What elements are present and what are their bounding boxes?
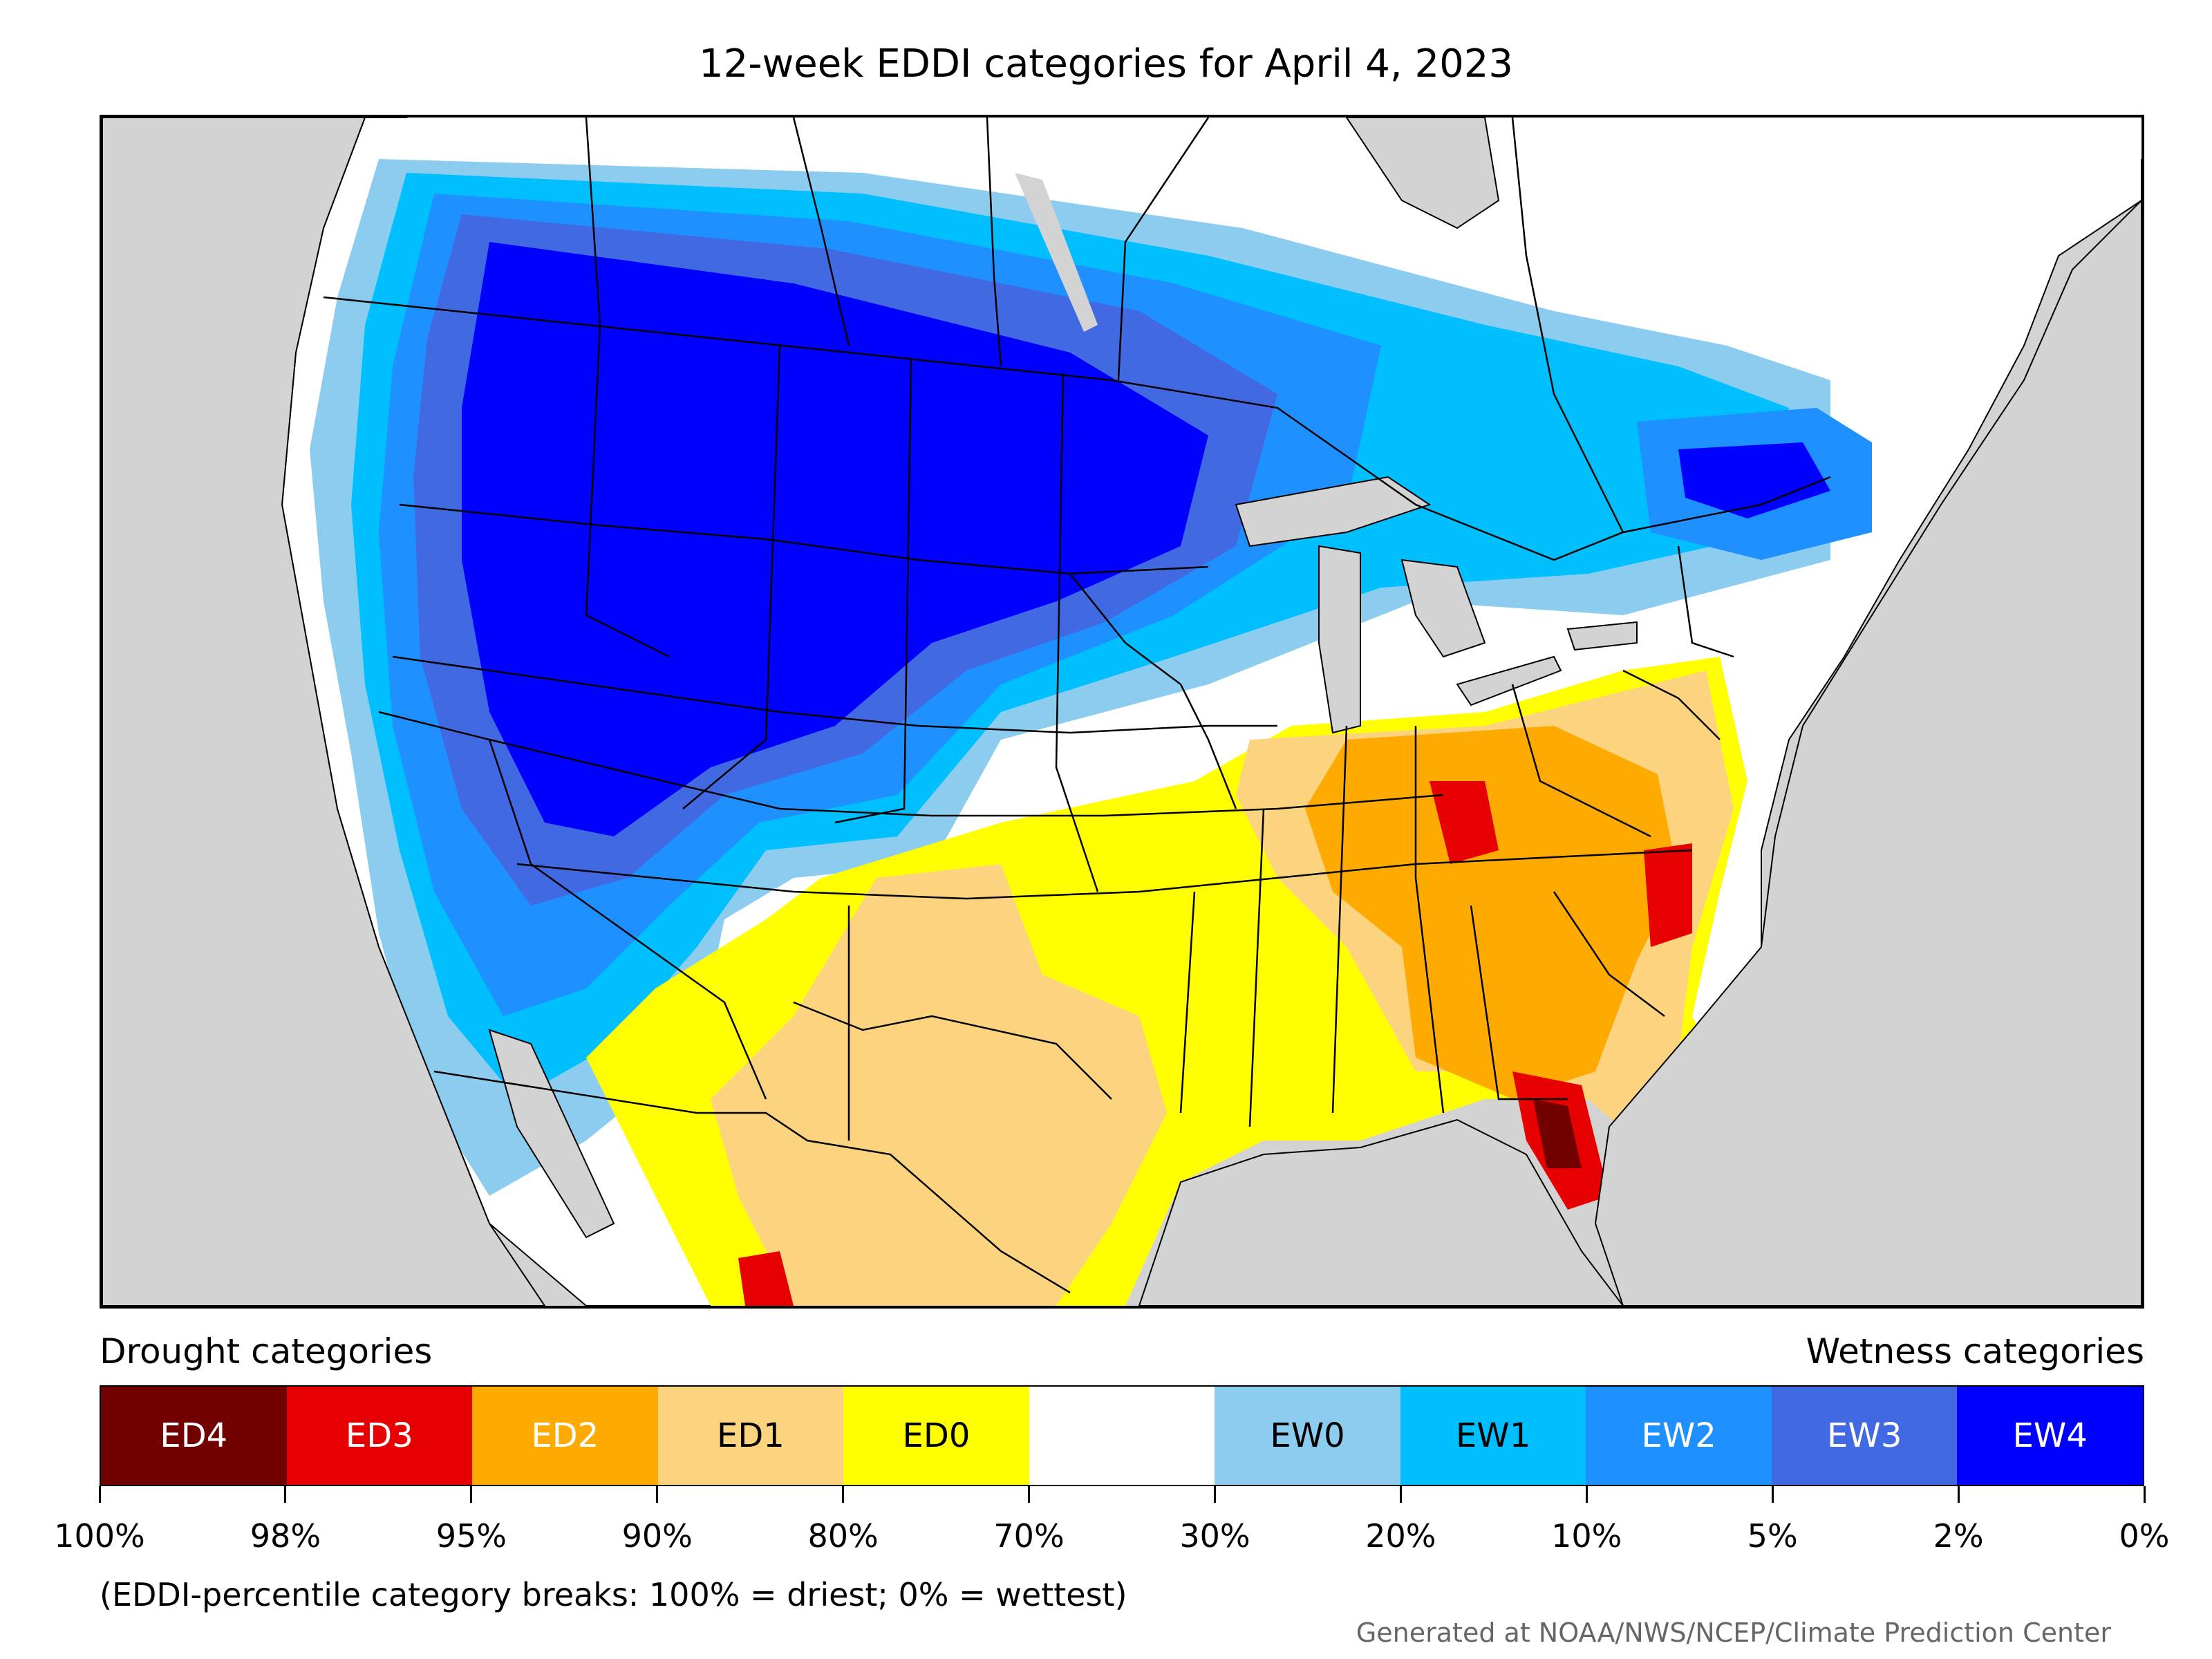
- legend-box-ew1: EW1: [1400, 1387, 1586, 1485]
- legend-tick-label: 70%: [993, 1517, 1065, 1555]
- legend-tick-label: 10%: [1551, 1517, 1622, 1555]
- atlantic-ocean: [1594, 199, 2141, 1306]
- category-legend: ED4 ED3 ED2 ED1 ED0 EW0 EW1 EW2 EW3 EW4: [100, 1385, 2144, 1486]
- us-mexico-border: [433, 1070, 1071, 1294]
- legend-box-ed0: ED0: [843, 1387, 1029, 1485]
- legend-tick-label: 5%: [1747, 1517, 1798, 1555]
- dry-region-ed2: [1305, 726, 1678, 1099]
- boundary-lines: [323, 118, 1831, 1294]
- hudson-bay-edge: [1345, 118, 1500, 229]
- legend-tick-label: 2%: [1933, 1517, 1984, 1555]
- legend-tick: [1028, 1486, 1031, 1503]
- lake-winnipeg: [1015, 173, 1098, 332]
- legend-tick: [1213, 1486, 1216, 1503]
- legend-tick-label: 80%: [807, 1517, 879, 1555]
- wet-region-ew4: [462, 242, 1208, 836]
- drought-categories-label: Drought categories: [100, 1331, 433, 1371]
- legend-tick: [284, 1486, 287, 1503]
- map-title: 12-week EDDI categories for April 4, 202…: [698, 41, 1514, 86]
- legend-box-ed3: ED3: [286, 1387, 473, 1485]
- legend-box-neutral: [1029, 1387, 1215, 1485]
- legend-tick: [842, 1486, 845, 1503]
- gulf-of-mexico: [1138, 1118, 1624, 1306]
- dry-region-ed1: [711, 864, 1167, 1306]
- credit-text: Generated at NOAA/NWS/NCEP/Climate Predi…: [1356, 1618, 2111, 1648]
- dry-region-ed3-az: [738, 1251, 794, 1306]
- legend-tick: [1957, 1486, 1960, 1503]
- legend-tick: [470, 1486, 473, 1503]
- wet-region-northeast-core: [1678, 442, 1830, 518]
- legend-box-ed1: ED1: [657, 1387, 844, 1485]
- gulf-of-california: [488, 1029, 615, 1239]
- legend-tick: [1771, 1486, 1774, 1503]
- dry-region-ed3: [1430, 781, 1499, 864]
- legend-box-ew3: EW3: [1771, 1387, 1958, 1485]
- category-breaks-note: (EDDI-percentile category breaks: 100% =…: [100, 1576, 1127, 1613]
- dry-region-ed4-fl: [1533, 1099, 1582, 1168]
- legend-tick: [1585, 1486, 1588, 1503]
- lake-superior: [1235, 476, 1432, 547]
- legend-box-ew2: EW2: [1586, 1387, 1772, 1485]
- legend-ticks: [98, 1486, 2146, 1507]
- legend-tick-label: 95%: [435, 1517, 507, 1555]
- legend-tick-label: 30%: [1179, 1517, 1250, 1555]
- legend-tick: [98, 1486, 101, 1503]
- legend-box-ed2: ED2: [472, 1387, 658, 1485]
- map-svg: [102, 118, 2141, 1306]
- legend-tick-label: 0%: [2119, 1517, 2170, 1555]
- legend-box-ed4: ED4: [101, 1387, 287, 1485]
- legend-tick: [2143, 1486, 2146, 1503]
- lake-erie: [1456, 655, 1562, 706]
- legend-tick-label: 98%: [250, 1517, 321, 1555]
- wetness-categories-label: Wetness categories: [1806, 1331, 2144, 1371]
- legend-tick-label: 100%: [54, 1517, 145, 1555]
- dry-region-ed3-nc: [1644, 843, 1692, 947]
- pacific-ocean: [102, 118, 546, 1306]
- legend-tick: [656, 1486, 659, 1503]
- eddi-map: [100, 115, 2144, 1309]
- legend-tick-label: 20%: [1365, 1517, 1436, 1555]
- lake-ontario: [1566, 621, 1638, 651]
- legend-box-ew0: EW0: [1215, 1387, 1400, 1485]
- legend-box-ew4: EW4: [1957, 1387, 2144, 1485]
- us-canada-border: [323, 296, 1831, 561]
- legend-tick-label: 90%: [621, 1517, 693, 1555]
- lake-huron: [1400, 559, 1486, 658]
- legend-tick: [1399, 1486, 1402, 1503]
